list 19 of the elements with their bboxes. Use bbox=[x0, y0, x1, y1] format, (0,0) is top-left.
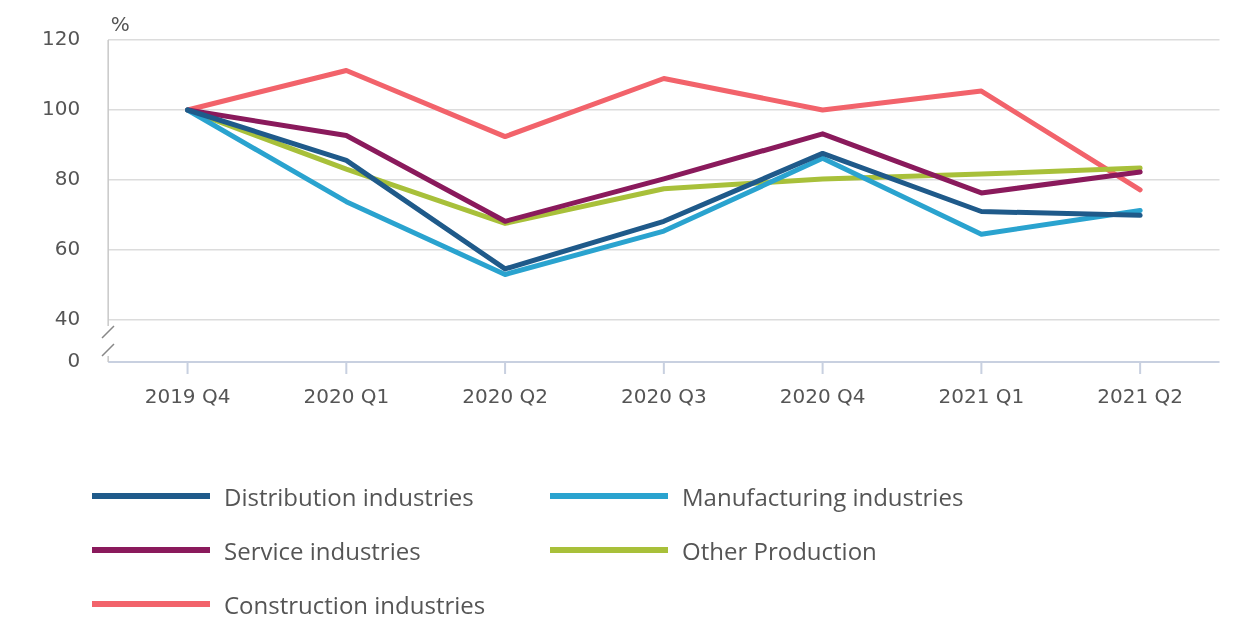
x-tick-label: 2021 Q2 bbox=[1097, 384, 1184, 409]
x-tick-label: 2020 Q3 bbox=[620, 384, 707, 409]
y-tick-label: 100 bbox=[41, 96, 81, 121]
legend-label: Service industries bbox=[224, 533, 421, 567]
y-tick-label: 80 bbox=[54, 166, 81, 191]
y-tick-label: 120 bbox=[41, 26, 81, 51]
x-tick-label: 2019 Q4 bbox=[144, 384, 231, 409]
text: 0 bbox=[67, 348, 81, 373]
legend-label: Manufacturing industries bbox=[682, 479, 964, 513]
x-tick-label: 2020 Q1 bbox=[303, 384, 390, 409]
x-tick-label: 2020 Q4 bbox=[779, 384, 866, 409]
x-tick-label: 2020 Q2 bbox=[462, 384, 548, 409]
x-tick-label: 2021 Q1 bbox=[938, 384, 1025, 409]
y-axis-title: % bbox=[110, 12, 130, 37]
legend-label: Construction industries bbox=[224, 587, 486, 621]
y-tick-label: 60 bbox=[54, 236, 81, 261]
y-tick-label: 40 bbox=[54, 306, 81, 331]
legend-label: Distribution industries bbox=[224, 479, 474, 513]
legend-label: Other Production bbox=[682, 533, 877, 567]
